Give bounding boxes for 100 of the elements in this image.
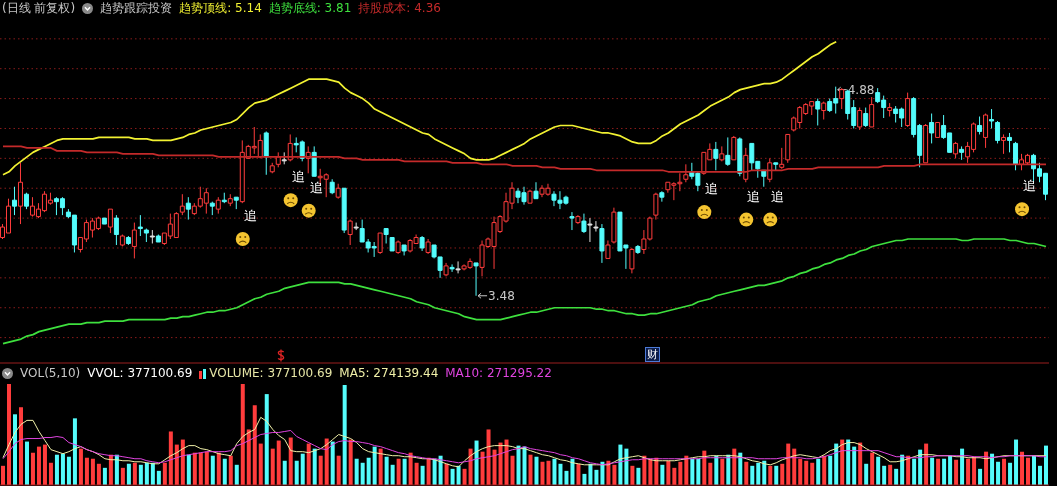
bar: [756, 462, 761, 485]
bar: [720, 458, 725, 485]
candlestick: [683, 163, 689, 183]
candlestick: [125, 235, 131, 246]
legend-title: 趋势跟踪投资: [100, 1, 173, 16]
bar: [594, 469, 599, 485]
candlestick: [869, 96, 875, 128]
bar: [126, 463, 131, 485]
candlestick: [455, 260, 461, 274]
candlestick: [527, 189, 533, 204]
candlestick: [263, 130, 269, 176]
candlestick: [857, 107, 863, 131]
candlestick: [113, 214, 119, 246]
candlestick: [599, 223, 605, 264]
bar: [54, 454, 59, 485]
candlestick: [389, 237, 395, 252]
bar: [816, 458, 821, 485]
bar: [222, 458, 227, 485]
bar: [564, 470, 569, 485]
bar: [672, 467, 677, 485]
candlestick: [587, 217, 593, 243]
candlestick: [923, 123, 929, 164]
candlestick: [779, 147, 785, 170]
bar: [1002, 458, 1007, 485]
bar: [96, 463, 101, 485]
candlestick: [731, 135, 737, 161]
annotation: 财: [645, 347, 660, 362]
text: 趋势底线: 3.81: [268, 1, 352, 16]
bar: [12, 414, 17, 485]
candlestick: [329, 178, 335, 195]
bar: [708, 462, 713, 485]
bar: [1038, 465, 1043, 485]
bar: [48, 462, 53, 485]
candlestick: [443, 262, 449, 277]
candlestick: [179, 193, 185, 216]
bar: [1, 465, 5, 485]
bar: [150, 462, 155, 485]
bar: [918, 449, 923, 485]
bar: [828, 455, 833, 485]
bar: [882, 465, 887, 485]
bar: [852, 446, 857, 485]
bar: [732, 448, 737, 485]
bar: [822, 455, 827, 485]
data-label: 追: [705, 181, 719, 197]
bar: [876, 456, 881, 485]
bar: [690, 458, 695, 485]
bar: [450, 468, 455, 485]
candlestick: [347, 219, 353, 246]
bar: [162, 462, 167, 485]
candlestick: [419, 235, 425, 252]
candlestick: [275, 151, 281, 168]
bar: [912, 458, 917, 485]
bar: [318, 455, 323, 485]
candlestick: [185, 196, 191, 221]
bar: [336, 455, 341, 485]
candlestick: [959, 145, 965, 161]
bar: [390, 464, 395, 485]
bar: [480, 451, 485, 485]
bar: [294, 460, 299, 485]
bar: [930, 457, 935, 485]
bar: [636, 467, 641, 485]
bar: [600, 461, 605, 485]
bar: [156, 470, 161, 485]
candlestick: [473, 262, 479, 297]
candlestick: [449, 263, 455, 273]
bar: [960, 448, 965, 485]
candlestick: [107, 208, 113, 234]
bar: [1026, 457, 1031, 485]
text: MA10: 271295.22: [445, 366, 552, 381]
bar: [78, 448, 83, 485]
bar: [660, 464, 665, 485]
bar: [894, 468, 899, 485]
candlestick: [761, 169, 767, 188]
bar: [414, 462, 419, 485]
bar: [864, 463, 869, 485]
bar: [180, 439, 185, 485]
bar: [870, 452, 875, 485]
candlestick: [233, 196, 239, 210]
candlestick: [533, 181, 539, 200]
candlestick: [401, 244, 407, 256]
candlestick: [575, 214, 581, 225]
bar: [528, 454, 533, 485]
bar: [780, 463, 785, 485]
bar: [306, 443, 311, 485]
bar: [990, 453, 995, 485]
bar: [576, 463, 581, 485]
candlestick: [953, 141, 959, 159]
bar: [972, 456, 977, 485]
chart-title: (日线 前复权): [2, 1, 76, 16]
candlestick: [905, 92, 911, 128]
candlestick: [377, 232, 383, 255]
candlestick: [341, 187, 347, 234]
data-label: 追: [291, 169, 305, 185]
bar: [432, 458, 437, 485]
bar: [90, 458, 95, 485]
bar: [378, 448, 383, 485]
bar: [282, 460, 287, 485]
bar: [132, 462, 137, 485]
bar: [6, 384, 11, 485]
candlestick: [977, 116, 983, 135]
